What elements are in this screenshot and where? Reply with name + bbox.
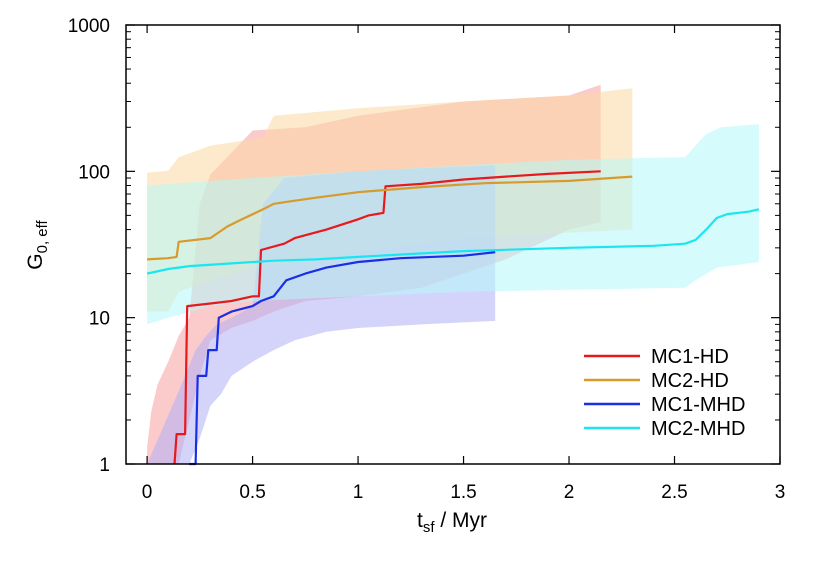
y-axis-label: G0, eff — [24, 219, 51, 269]
x-tick-label: 0 — [142, 482, 153, 503]
mc2-mhd-legend-label: MC2-MHD — [651, 418, 745, 440]
x-axis-label: tsf / Myr — [417, 509, 487, 536]
x-tick-label: 1 — [353, 482, 364, 503]
x-tick-label: 2.5 — [661, 482, 687, 503]
y-tick-label: 10 — [89, 309, 110, 330]
mc2-hd-line — [147, 175, 633, 261]
plot-frame — [125, 24, 781, 465]
x-tick-label: 3 — [775, 482, 786, 503]
mc1-hd-line — [173, 170, 601, 465]
median-lines — [146, 170, 760, 466]
mc2-mhd-line — [146, 208, 760, 275]
mc1-hd-legend-label: MC1-HD — [651, 346, 729, 368]
mc1-mhd-line — [189, 251, 496, 466]
mc1-mhd-legend-label: MC1-MHD — [651, 394, 745, 416]
axis-ticks: 0 0.5 1 1.5 2 2.5 3 1 10 100 1000 — [68, 16, 786, 503]
y-tick-label: 100 — [78, 162, 110, 183]
y-tick-label: 1 — [99, 455, 110, 476]
x-tick-label: 2 — [564, 482, 575, 503]
y-tick-label: 1000 — [68, 16, 110, 37]
x-tick-label: 1.5 — [450, 482, 476, 503]
mc2-hd-legend-label: MC2-HD — [651, 370, 729, 392]
x-tick-label: 0.5 — [239, 482, 265, 503]
